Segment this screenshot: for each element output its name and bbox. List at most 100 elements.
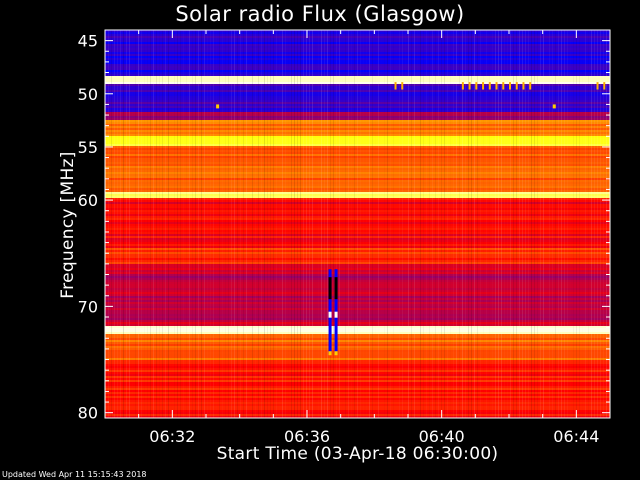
texture-streak: [288, 30, 289, 418]
texture-streak: [465, 30, 466, 418]
spectrum-row: [105, 230, 610, 233]
spectrum-row: [105, 72, 610, 75]
spectrum-row: [105, 286, 610, 289]
texture-streak: [213, 30, 214, 418]
spectrum-row: [105, 234, 610, 237]
spectrum-row: [105, 150, 610, 153]
spectrum-row: [105, 110, 610, 113]
texture-streak: [315, 30, 316, 418]
spectrum-row: [105, 94, 610, 97]
texture-streak: [438, 30, 439, 418]
spectrum-row: [105, 246, 610, 249]
spectrum-row: [105, 168, 610, 171]
texture-streak: [405, 30, 406, 418]
spectrum-row: [105, 204, 610, 207]
texture-streak: [429, 30, 430, 418]
spectrum-row: [105, 298, 610, 301]
spectrum-row: [105, 76, 610, 79]
spectrum-row: [105, 58, 610, 61]
spectrum-row: [105, 304, 610, 307]
spectrum-row: [105, 280, 610, 283]
texture-streak: [564, 30, 565, 418]
texture-streak: [387, 30, 388, 418]
texture-streak: [135, 30, 136, 418]
spectrum-row: [105, 392, 610, 395]
spectrum-row: [105, 60, 610, 63]
spectrum-row: [105, 184, 610, 187]
texture-streak: [450, 30, 451, 418]
rfi-dot: [216, 104, 220, 109]
spectrum-row: [105, 288, 610, 291]
y-tick-label: 70: [78, 297, 98, 316]
texture-streak: [309, 30, 310, 418]
texture-streak: [522, 30, 523, 418]
rfi-marker: [475, 82, 478, 90]
spectrum-row: [105, 390, 610, 393]
spectrum-row: [105, 198, 610, 201]
texture-streak: [156, 30, 157, 418]
spectrum-row: [105, 274, 610, 277]
spectrum-row: [105, 216, 610, 219]
spectrum-row: [105, 356, 610, 359]
spectrum-row: [105, 38, 610, 41]
spectrum-row: [105, 34, 610, 37]
spectrum-row: [105, 256, 610, 259]
texture-streak: [474, 30, 475, 418]
spectrum-row: [105, 152, 610, 155]
spectrum-row: [105, 250, 610, 253]
spectrum-row: [105, 118, 610, 121]
burst-core: [328, 277, 332, 300]
texture-streak: [441, 30, 442, 418]
y-tick-label: 45: [78, 32, 98, 51]
texture-streak: [228, 30, 229, 418]
texture-streak: [144, 30, 145, 418]
texture-streak: [477, 30, 478, 418]
texture-streak: [354, 30, 355, 418]
texture-streak: [117, 30, 118, 418]
spectrum-row: [105, 318, 610, 321]
rfi-marker: [529, 82, 532, 90]
texture-streak: [180, 30, 181, 418]
spectrum-row: [105, 192, 610, 195]
spectrum-row: [105, 50, 610, 53]
texture-streak: [216, 30, 217, 418]
spectrum-row: [105, 196, 610, 199]
texture-streak: [372, 30, 373, 418]
texture-streak: [171, 30, 172, 418]
spectrum-row: [105, 142, 610, 145]
spectrum-row: [105, 46, 610, 49]
texture-streak: [165, 30, 166, 418]
spectrum-row: [105, 316, 610, 319]
spectrum-row: [105, 340, 610, 343]
texture-streak: [294, 30, 295, 418]
spectrum-row: [105, 226, 610, 229]
spectrum-row: [105, 406, 610, 409]
spectrum-row: [105, 90, 610, 93]
chart-title: Solar radio Flux (Glasgow): [175, 2, 465, 26]
rfi-dot: [552, 104, 556, 109]
spectrum-row: [105, 270, 610, 273]
spectrum-row: [105, 220, 610, 223]
texture-streak: [417, 30, 418, 418]
texture-streak: [210, 30, 211, 418]
texture-streak: [195, 30, 196, 418]
spectrum-row: [105, 248, 610, 251]
spectrum-row: [105, 348, 610, 351]
texture-streak: [129, 30, 130, 418]
spectrum-row: [105, 42, 610, 45]
burst-peak: [334, 351, 338, 356]
spectrum-row: [105, 218, 610, 221]
spectrum-row: [105, 284, 610, 287]
spectrum-row: [105, 266, 610, 269]
spectrum-row: [105, 66, 610, 69]
spectrum-row: [105, 268, 610, 271]
spectrum-row: [105, 160, 610, 163]
texture-streak: [120, 30, 121, 418]
spectrum-row: [105, 208, 610, 211]
texture-streak: [123, 30, 124, 418]
rfi-marker: [603, 82, 606, 90]
spectrum-row: [105, 30, 610, 33]
spectrum-row: [105, 296, 610, 299]
spectrum-row: [105, 404, 610, 407]
